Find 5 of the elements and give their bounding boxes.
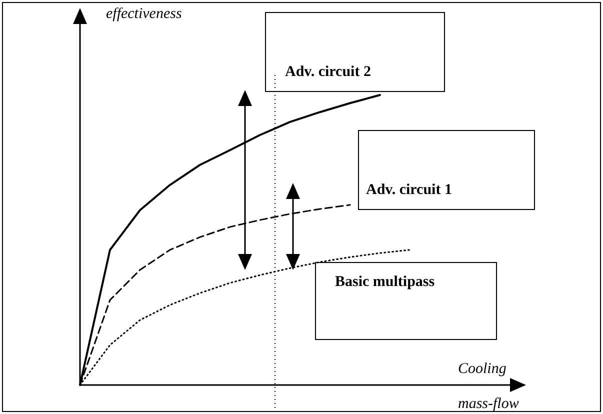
- text: Cooling mass-flow: [458, 361, 519, 412]
- series-label: Adv. circuit 1: [366, 182, 452, 199]
- y-axis-title: effectiveness: [106, 5, 182, 24]
- series-label: Basic multipass: [335, 274, 435, 291]
- series-label: Adv. circuit 2: [285, 64, 371, 81]
